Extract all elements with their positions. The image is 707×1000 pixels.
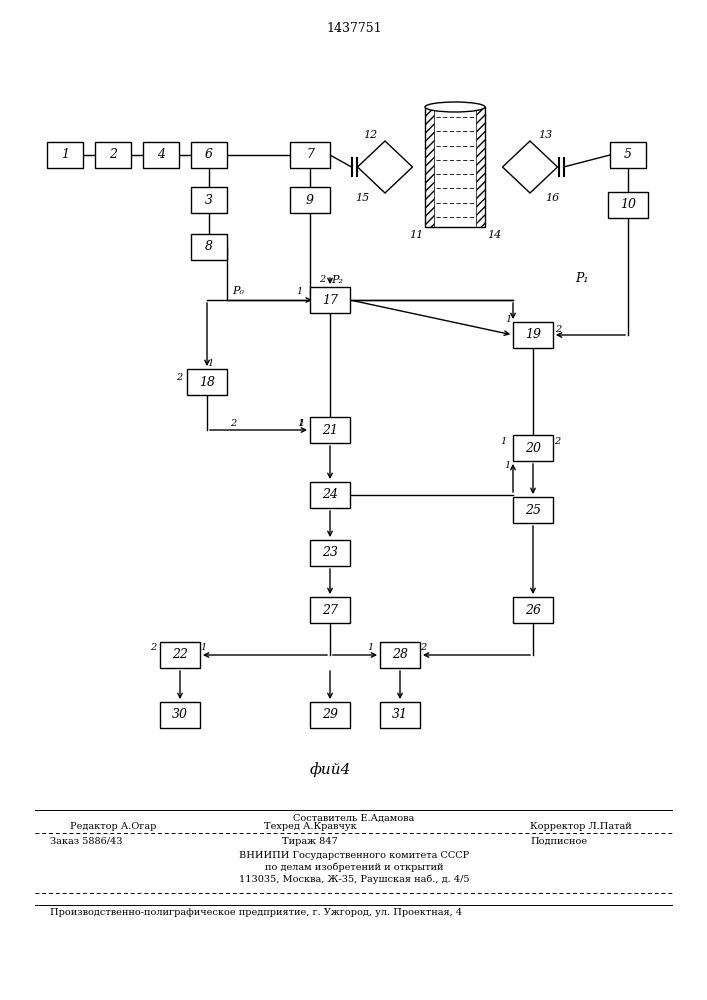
Text: 5: 5 [624, 148, 632, 161]
Bar [310, 287, 350, 313]
Text: 6: 6 [205, 148, 213, 161]
Text: 2: 2 [150, 644, 156, 652]
Text: 2: 2 [230, 420, 236, 428]
Text: P₀: P₀ [232, 286, 244, 296]
Text: 2: 2 [555, 326, 561, 334]
Text: 15: 15 [356, 193, 370, 203]
Text: 22: 22 [172, 648, 188, 662]
Text: 1: 1 [298, 420, 304, 428]
Text: 21: 21 [322, 424, 338, 436]
Bar [380, 702, 420, 728]
Bar [95, 142, 131, 168]
Text: 1: 1 [299, 418, 305, 428]
Text: 29: 29 [322, 708, 338, 722]
Bar [310, 540, 350, 566]
Text: 2: 2 [420, 644, 426, 652]
Bar [513, 597, 553, 623]
Text: 28: 28 [392, 648, 408, 662]
Text: 1: 1 [505, 314, 511, 324]
Text: P₂: P₂ [331, 275, 343, 285]
Text: Подписное: Подписное [530, 837, 587, 846]
Text: 11: 11 [409, 230, 423, 240]
Bar [425, 107, 434, 227]
Bar [513, 435, 553, 461]
Text: 27: 27 [322, 603, 338, 616]
Text: 1: 1 [368, 644, 374, 652]
Text: 12: 12 [363, 130, 377, 140]
Text: по делам изобретений и открытий: по делам изобретений и открытий [264, 863, 443, 872]
Text: 113035, Москва, Ж-35, Раушская наб., д. 4/5: 113035, Москва, Ж-35, Раушская наб., д. … [239, 875, 469, 884]
Text: 1: 1 [207, 359, 213, 367]
Text: Заказ 5886/43: Заказ 5886/43 [50, 837, 122, 846]
Text: 13: 13 [538, 130, 552, 140]
Bar [310, 417, 350, 443]
Bar [425, 107, 485, 227]
Text: 7: 7 [306, 148, 314, 161]
Text: 3: 3 [205, 194, 213, 207]
Text: 10: 10 [620, 198, 636, 212]
Text: 1: 1 [297, 286, 303, 296]
Text: 9: 9 [306, 194, 314, 207]
Text: 17: 17 [322, 294, 338, 306]
Text: 2: 2 [554, 438, 560, 446]
Bar [191, 142, 227, 168]
Bar [310, 597, 350, 623]
Text: 1437751: 1437751 [326, 22, 382, 35]
Bar [310, 482, 350, 508]
Bar [610, 142, 646, 168]
Text: фий4: фий4 [310, 762, 351, 777]
Text: 1: 1 [501, 438, 507, 446]
Text: 2: 2 [109, 148, 117, 161]
Text: 14: 14 [487, 230, 501, 240]
Text: Тираж 847: Тираж 847 [282, 837, 338, 846]
Text: Составитель Е.Адамова: Составитель Е.Адамова [293, 814, 414, 823]
Bar [310, 702, 350, 728]
Bar [513, 497, 553, 523]
Text: 24: 24 [322, 488, 338, 502]
Text: 20: 20 [525, 442, 541, 454]
Bar [191, 234, 227, 260]
Text: 19: 19 [525, 328, 541, 342]
Bar [290, 187, 330, 213]
Text: 1: 1 [504, 462, 510, 471]
Bar [290, 142, 330, 168]
Bar [160, 642, 200, 668]
Text: 2: 2 [176, 372, 182, 381]
Bar [380, 642, 420, 668]
Bar [187, 369, 227, 395]
Bar [47, 142, 83, 168]
Bar [160, 702, 200, 728]
Text: 4: 4 [157, 148, 165, 161]
Text: Корректор Л.Патай: Корректор Л.Патай [530, 822, 632, 831]
Bar [143, 142, 179, 168]
Text: 30: 30 [172, 708, 188, 722]
Text: 18: 18 [199, 375, 215, 388]
Text: 31: 31 [392, 708, 408, 722]
Text: 1: 1 [200, 644, 206, 652]
Text: Редактор А.Огар: Редактор А.Огар [70, 822, 156, 831]
Bar [513, 322, 553, 348]
Bar [608, 192, 648, 218]
Polygon shape [503, 141, 558, 193]
Text: Техред А.Кравчук: Техред А.Кравчук [264, 822, 356, 831]
Text: 25: 25 [525, 504, 541, 516]
Text: 26: 26 [525, 603, 541, 616]
Text: P₁: P₁ [575, 271, 588, 284]
Text: 16: 16 [545, 193, 559, 203]
Text: 8: 8 [205, 240, 213, 253]
Bar [191, 187, 227, 213]
Text: ВНИИПИ Государственного комитета СССР: ВНИИПИ Государственного комитета СССР [239, 851, 469, 860]
Polygon shape [358, 141, 412, 193]
Bar [476, 107, 485, 227]
Ellipse shape [425, 102, 485, 112]
Text: 2: 2 [319, 275, 325, 284]
Text: 1: 1 [61, 148, 69, 161]
Text: Производственно-полиграфическое предприятие, г. Ужгород, ул. Проектная, 4: Производственно-полиграфическое предприя… [50, 908, 462, 917]
Text: 23: 23 [322, 546, 338, 560]
